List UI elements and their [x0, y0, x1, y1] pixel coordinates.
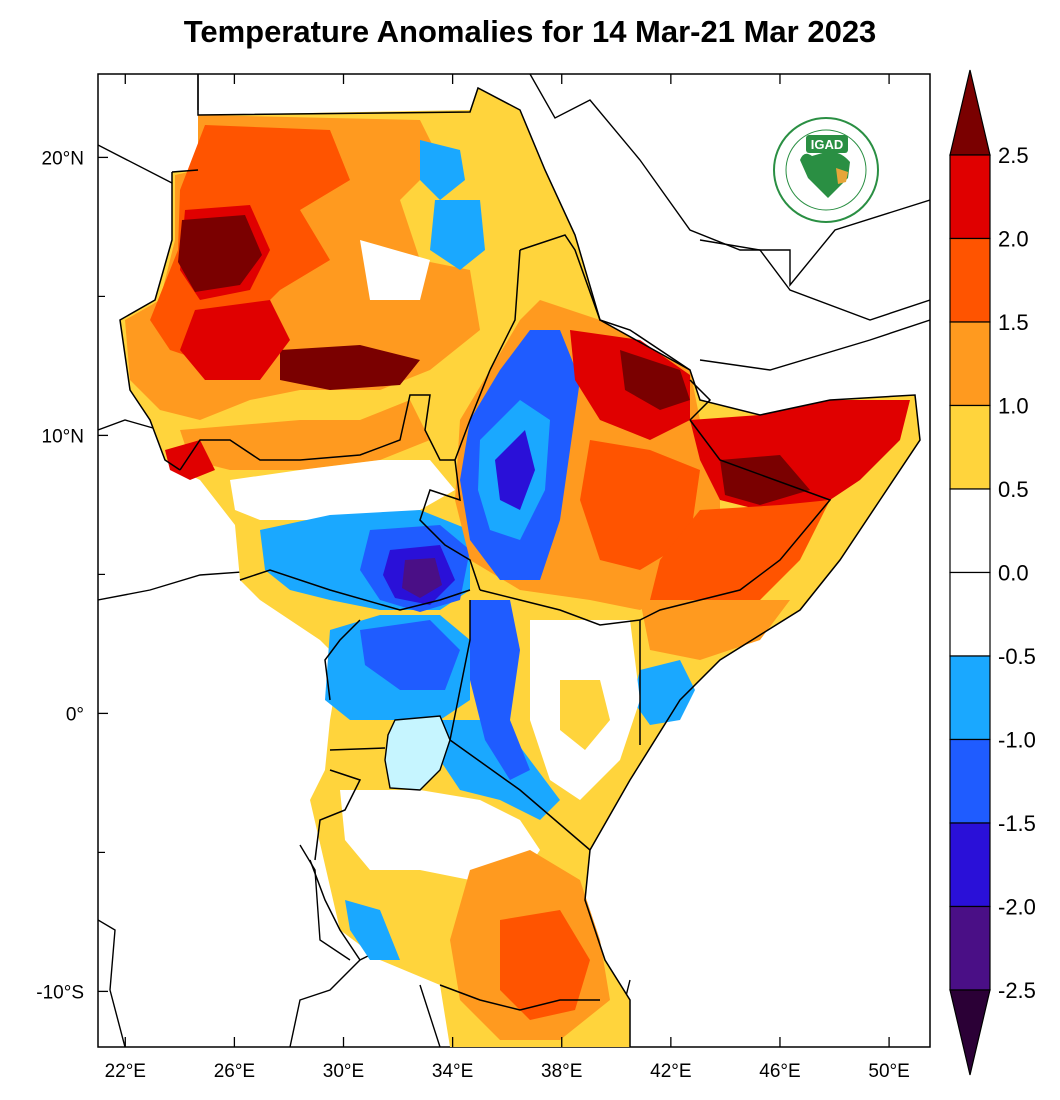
colorbar-label: -2.5 — [998, 978, 1036, 1003]
y-tick-label: -10°S — [36, 982, 84, 1003]
colorbar-box — [949, 237, 991, 323]
igad-logo: IGAD — [773, 117, 879, 223]
colorbar-label: 2.5 — [998, 143, 1029, 168]
y-tick-label: 20°N — [42, 148, 84, 169]
x-tick-label: 46°E — [759, 1061, 800, 1082]
colorbar-label: 0.0 — [998, 561, 1029, 586]
outside-borders — [98, 74, 930, 1047]
colorbar-label: 1.0 — [998, 394, 1029, 419]
colorbar-box — [949, 738, 991, 824]
anomaly-warm3-ethiopia — [580, 440, 700, 570]
anomaly-cool-tanzania-coast — [345, 900, 400, 960]
colorbar-top-arrow — [949, 69, 991, 156]
colorbar-label: 0.5 — [998, 477, 1029, 502]
colorbar-box — [949, 488, 991, 574]
colorbar-label: 1.5 — [998, 310, 1029, 335]
anomaly-neutral-tanzania — [340, 790, 540, 880]
anomaly-cool-sudan-north — [420, 140, 465, 200]
anomaly-hot-sudan2 — [180, 300, 290, 380]
colorbar-box — [949, 321, 991, 407]
anomaly-veryhot-chad — [178, 215, 262, 292]
x-tick-label: 22°E — [105, 1061, 146, 1082]
x-tick-label: 30°E — [323, 1061, 364, 1082]
y-axis: 20°N 10°N 0° -10°S — [36, 148, 108, 1003]
colorbar-box — [949, 655, 991, 741]
anomaly-neutral-ssudan — [230, 460, 455, 520]
colorbar-bottom-arrow — [949, 989, 991, 1076]
anomaly-cool2-uganda — [360, 620, 460, 690]
horn-of-africa-icon — [836, 168, 848, 184]
anomaly-cool2-rift — [470, 600, 530, 780]
colorbar-label: -0.5 — [998, 644, 1036, 669]
anomaly-warm3-somalia — [650, 500, 830, 610]
anomaly-veryhot-ethiopia-north — [620, 350, 690, 410]
map-content — [98, 74, 930, 1047]
anomaly-cool-sudan-mid — [430, 200, 485, 270]
africa-icon — [800, 151, 850, 198]
anomaly-cool-kenya-west — [440, 720, 560, 820]
y-tick-label: 10°N — [42, 426, 84, 447]
anomaly-cool4-ssudan — [402, 558, 442, 598]
anomaly-hot-west — [165, 440, 215, 480]
anomaly-warm1-kenya — [560, 680, 610, 750]
x-tick-label: 50°E — [868, 1061, 909, 1082]
colorbar-box — [949, 905, 991, 991]
y-tick-label: 0° — [66, 704, 84, 725]
logo-label: IGAD — [811, 137, 844, 152]
colorbar-label: -2.0 — [998, 895, 1036, 920]
colorbar-box — [949, 571, 991, 657]
x-axis: 22°E 26°E 30°E 34°E 38°E 42°E 46°E 50°E — [105, 74, 910, 1082]
country-borders — [119, 74, 921, 1047]
x-tick-label: 34°E — [432, 1061, 473, 1082]
anomaly-warm3-tanzania — [500, 910, 590, 1020]
colorbar: 2.5 2.0 1.5 1.0 0.5 0.0 -0.5 -1.0 -1.5 -2.0 -2.5 — [949, 69, 1036, 1076]
lake-victoria — [384, 715, 451, 791]
x-tick-label: 26°E — [214, 1061, 255, 1082]
x-tick-label: 38°E — [541, 1061, 582, 1082]
colorbar-box — [949, 404, 991, 490]
colorbar-label: -1.0 — [998, 728, 1036, 753]
x-tick-label: 42°E — [650, 1061, 691, 1082]
colorbar-label: 2.0 — [998, 227, 1029, 252]
colorbar-box — [949, 822, 991, 908]
anomaly-cool-somalia — [632, 660, 695, 725]
anomaly-warm2-somalia — [640, 600, 790, 660]
anomaly-cool3-ethiopia — [495, 430, 535, 510]
map-title: Temperature Anomalies for 14 Mar-21 Mar … — [183, 14, 877, 49]
anomaly-neutral-sudan — [360, 240, 430, 300]
anomaly-veryhot-sudan — [280, 345, 420, 390]
colorbar-label: -1.5 — [998, 811, 1036, 836]
colorbar-box — [949, 154, 991, 240]
